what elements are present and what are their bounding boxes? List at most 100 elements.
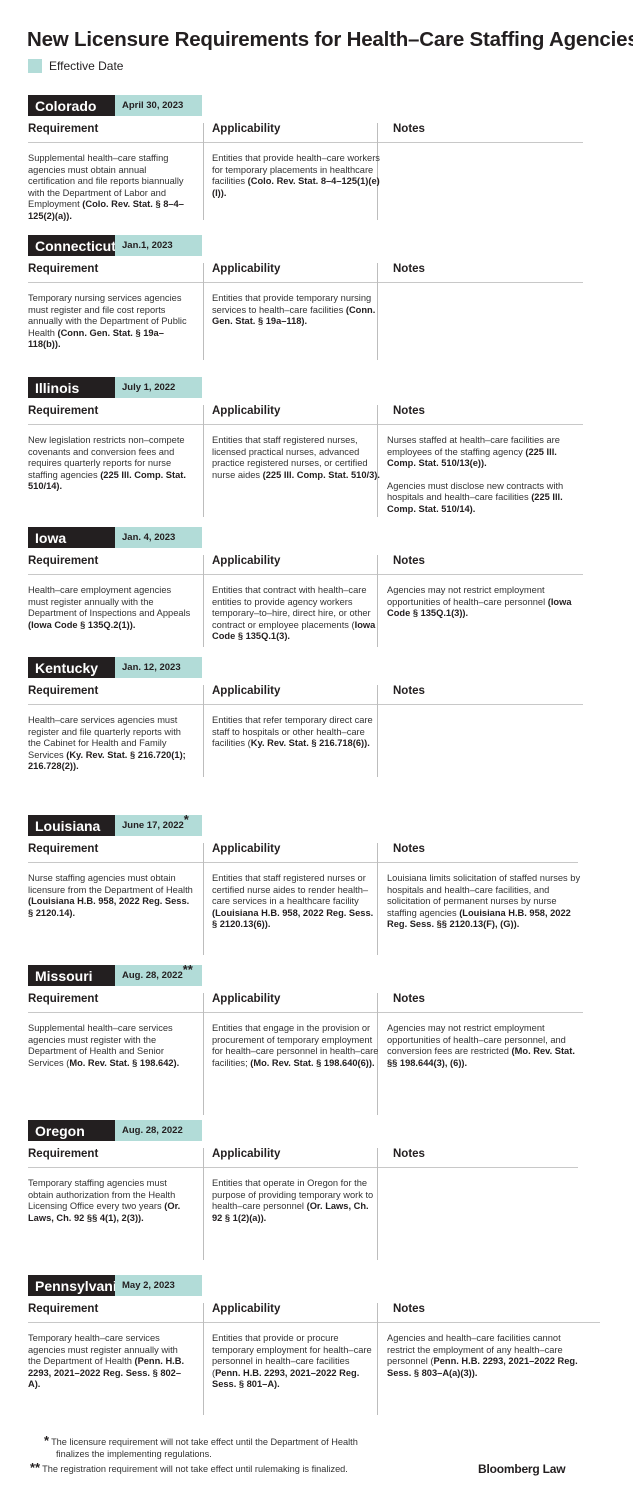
column-header-applicability: Applicability bbox=[212, 405, 281, 417]
citation: (Ky. Rev. Stat. § 216.720(1); 216.728(2)… bbox=[28, 749, 186, 772]
cell-text: Agencies must disclose new contracts wit… bbox=[387, 480, 564, 503]
asterisk-icon: * bbox=[44, 1433, 50, 1448]
double-asterisk-icon: ** bbox=[30, 1460, 41, 1475]
state-header: Missouri Aug. 28, 2022 ** bbox=[28, 962, 202, 986]
divider bbox=[28, 862, 578, 863]
citation: (Iowa Code § 135Q.1(3)). bbox=[387, 596, 572, 619]
cell-text: Temporary health–care services agencies … bbox=[28, 1333, 178, 1367]
divider bbox=[203, 555, 204, 647]
state-name: Oregon bbox=[28, 1120, 115, 1141]
citation: (225 Ill. Comp. Stat. 510/14). bbox=[387, 492, 563, 514]
footnote-1: * The licensure requirement will not take… bbox=[44, 1433, 358, 1459]
divider bbox=[203, 685, 204, 777]
divider bbox=[203, 405, 204, 517]
column-header-notes: Notes bbox=[393, 843, 425, 855]
cell-text: Entities that provide temporary nursing … bbox=[212, 293, 372, 315]
column-header-applicability: Applicability bbox=[212, 993, 281, 1005]
column-header-requirement: Requirement bbox=[28, 1148, 99, 1160]
requirement-cell: Temporary nursing services agencies must… bbox=[28, 293, 193, 351]
divider bbox=[28, 1012, 583, 1013]
divider bbox=[28, 282, 583, 283]
cell-text: Supplemental health–care services agenci… bbox=[28, 1023, 173, 1068]
requirement-cell: Supplemental health–care services agenci… bbox=[28, 1023, 193, 1069]
requirement-cell: Temporary staffing agencies must obtain … bbox=[28, 1178, 193, 1224]
requirement-cell: Health–care employment agencies must reg… bbox=[28, 585, 193, 631]
requirement-cell: New legislation restricts non–compete co… bbox=[28, 435, 193, 493]
applicability-cell: Entities that provide or procure tempora… bbox=[212, 1333, 380, 1391]
applicability-cell: Entities that contract with health–care … bbox=[212, 585, 380, 643]
state-name: Connecticut bbox=[28, 235, 116, 256]
divider bbox=[28, 1167, 578, 1168]
divider bbox=[377, 405, 378, 517]
column-header-requirement: Requirement bbox=[28, 123, 99, 135]
cell-text: Agencies and health–care facilities cann… bbox=[387, 1333, 563, 1367]
column-header-applicability: Applicability bbox=[212, 1148, 281, 1160]
divider bbox=[377, 685, 378, 777]
column-header-requirement: Requirement bbox=[28, 993, 99, 1005]
state-name: Iowa bbox=[28, 527, 115, 548]
effective-date: Aug. 28, 2022 ** bbox=[115, 962, 202, 986]
column-header-applicability: Applicability bbox=[212, 843, 281, 855]
footnote-mark: ** bbox=[182, 962, 193, 977]
legend-swatch bbox=[28, 59, 42, 73]
cell-text: Nurses staffed at health–care facilities… bbox=[387, 435, 560, 457]
applicability-cell: Entities that refer temporary direct car… bbox=[212, 715, 380, 750]
effective-date: June 17, 2022 * bbox=[115, 812, 202, 836]
applicability-cell: Entities that engage in the provision or… bbox=[212, 1023, 380, 1069]
column-header-notes: Notes bbox=[393, 993, 425, 1005]
column-header-applicability: Applicability bbox=[212, 555, 281, 567]
legend-label: Effective Date bbox=[49, 59, 124, 73]
citation: (Iowa Code § 135Q.2(1)). bbox=[28, 619, 136, 630]
cell-text: Nurse staffing agencies must obtain lice… bbox=[28, 873, 193, 895]
footnote-2: ** The registration requirement will not … bbox=[30, 1460, 348, 1475]
effective-date: Jan.1, 2023 bbox=[115, 235, 202, 256]
state-name: Pennsylvania bbox=[28, 1275, 125, 1296]
bloomberg-law-logo: Bloomberg Law bbox=[478, 1462, 566, 1476]
citation: (Or. Laws, Ch. 92 § 1(2)(a)). bbox=[212, 1201, 369, 1223]
notes-cell: Nurses staffed at health–care facilities… bbox=[387, 435, 582, 516]
cell-text: Entities that contract with health–care … bbox=[212, 585, 371, 630]
applicability-cell: Entities that operate in Oregon for the … bbox=[212, 1178, 380, 1224]
citation: (Or. Laws, Ch. 92 §§ 4(1), 2(3)). bbox=[28, 1201, 181, 1223]
cell-text: Temporary nursing services agencies must… bbox=[28, 293, 187, 338]
citation: (225 Ill. Comp. Stat. 510/13(e)). bbox=[387, 446, 557, 469]
citation: (Colo. Rev. Stat. § 8–4–125(2)(a)). bbox=[28, 199, 184, 221]
state-header: Louisiana June 17, 2022 * bbox=[28, 812, 202, 836]
divider bbox=[203, 993, 204, 1115]
divider bbox=[28, 574, 583, 575]
state-header: Oregon Aug. 28, 2022 bbox=[28, 1120, 202, 1141]
citation: (Penn. H.B. 2293, 2021–2022 Reg. Sess. §… bbox=[28, 1356, 185, 1390]
citation: (225 Ill. Comp. Stat. 510/14). bbox=[28, 469, 186, 492]
column-header-notes: Notes bbox=[393, 123, 425, 135]
citation: (Louisiana H.B. 958, 2022 Reg. Sess. § 2… bbox=[212, 907, 374, 930]
divider bbox=[28, 704, 583, 705]
state-header: Pennsylvania May 2, 2023 bbox=[28, 1275, 202, 1296]
divider bbox=[28, 1322, 600, 1323]
legend: Effective Date bbox=[28, 59, 123, 73]
citation: (225 Ill. Comp. Stat. 510/3). bbox=[262, 469, 380, 480]
column-header-applicability: Applicability bbox=[212, 685, 281, 697]
citation: (Conn. Gen. Stat. § 19a–118). bbox=[212, 304, 376, 327]
effective-date: May 2, 2023 bbox=[115, 1275, 202, 1296]
divider bbox=[203, 123, 204, 220]
column-header-requirement: Requirement bbox=[28, 685, 99, 697]
divider bbox=[377, 263, 378, 360]
divider bbox=[377, 1148, 378, 1260]
column-header-requirement: Requirement bbox=[28, 1303, 99, 1315]
requirement-cell: Health–care services agencies must regis… bbox=[28, 715, 193, 773]
cell-text: Supplemental health–care staffing agenci… bbox=[28, 153, 184, 210]
notes-cell: Agencies and health–care facilities cann… bbox=[387, 1333, 582, 1379]
effective-date: April 30, 2023 bbox=[115, 95, 202, 116]
effective-date: Jan. 4, 2023 bbox=[115, 527, 202, 548]
state-header: Illinois July 1, 2022 bbox=[28, 377, 202, 398]
notes-cell: Agencies may not restrict employment opp… bbox=[387, 585, 582, 620]
column-header-notes: Notes bbox=[393, 685, 425, 697]
column-header-applicability: Applicability bbox=[212, 1303, 281, 1315]
cell-text: Entities that refer temporary direct car… bbox=[212, 715, 373, 749]
state-header: Iowa Jan. 4, 2023 bbox=[28, 527, 202, 548]
notes-cell: Louisiana limits solicitation of staffed… bbox=[387, 873, 582, 931]
state-name: Illinois bbox=[28, 377, 115, 398]
divider bbox=[203, 843, 204, 955]
applicability-cell: Entities that staff registered nurses or… bbox=[212, 873, 380, 931]
citation: (Mo. Rev. Stat. § 198.640(6)). bbox=[250, 1057, 375, 1068]
